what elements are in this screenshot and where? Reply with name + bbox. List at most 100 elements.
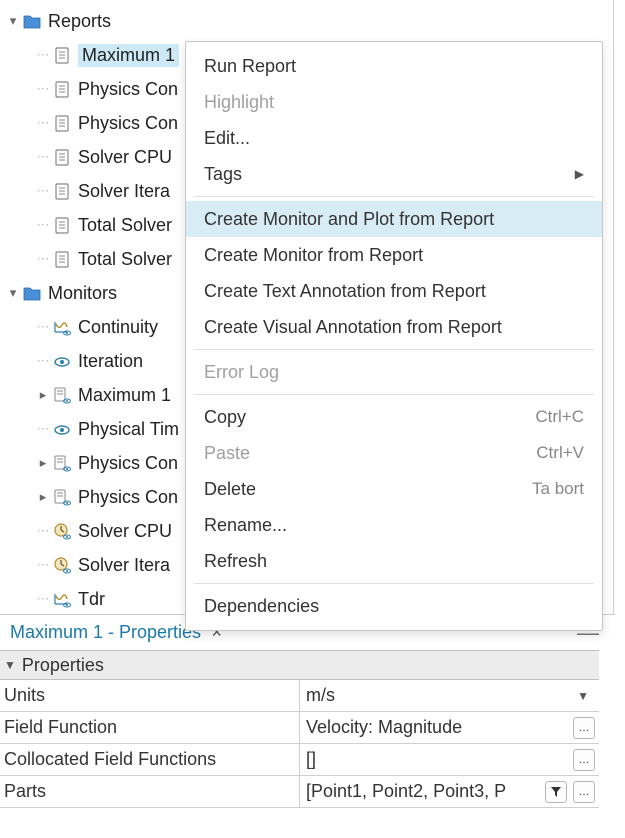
expander-icon[interactable]: ▸ [36, 455, 50, 471]
tree-branch: ⋯ [36, 421, 50, 437]
tree-branch: ⋯ [36, 251, 50, 267]
properties-grid: Units m/s▼ Field Function Velocity: Magn… [0, 680, 599, 808]
property-value[interactable]: m/s▼ [300, 680, 599, 711]
menu-shortcut: Ctrl+C [535, 407, 584, 427]
report-mon-icon [52, 453, 72, 473]
properties-group-header[interactable]: ▼ Properties [0, 650, 599, 680]
property-value[interactable]: Velocity: Magnitude… [300, 712, 599, 743]
clock-mon-icon [52, 521, 72, 541]
menu-item[interactable]: Tags ▶ [186, 156, 602, 192]
menu-item[interactable]: Refresh [186, 543, 602, 579]
clock-mon-icon [52, 555, 72, 575]
tree-branch: ⋯ [36, 591, 50, 607]
expander-icon[interactable]: ▾ [6, 285, 20, 301]
property-row: Collocated Field Functions []… [0, 744, 599, 776]
menu-item-label: Paste [204, 443, 250, 464]
tree-branch: ⋯ [36, 183, 50, 199]
menu-item-label: Create Visual Annotation from Report [204, 317, 502, 338]
residual-icon [52, 317, 72, 337]
menu-item-label: Highlight [204, 92, 274, 113]
menu-item: Paste Ctrl+V [186, 435, 602, 471]
menu-item-label: Rename... [204, 515, 287, 536]
menu-item[interactable]: Create Visual Annotation from Report [186, 309, 602, 345]
tree-item-label: Physics Con [78, 453, 178, 474]
menu-separator [194, 394, 594, 395]
menu-item[interactable]: Copy Ctrl+C [186, 399, 602, 435]
tree-item-label: Solver Itera [78, 555, 170, 576]
folder-icon [22, 283, 42, 303]
property-label: Parts [0, 776, 300, 807]
menu-item-label: Delete [204, 479, 256, 500]
menu-item-label: Create Text Annotation from Report [204, 281, 486, 302]
dropdown-arrow-icon[interactable]: ▼ [577, 689, 589, 703]
filter-button[interactable] [545, 781, 567, 803]
ellipsis-button[interactable]: … [573, 717, 595, 739]
menu-item-label: Tags [204, 164, 242, 185]
menu-separator [194, 583, 594, 584]
tree-label: Reports [48, 11, 111, 32]
report-icon [52, 181, 72, 201]
tree-item-label: Total Solver [78, 249, 172, 270]
tree-item-label: Maximum 1 [78, 385, 171, 406]
expander-icon[interactable]: ▾ [6, 13, 20, 29]
tree-item-label: Solver Itera [78, 181, 170, 202]
report-icon [52, 147, 72, 167]
submenu-arrow-icon: ▶ [575, 167, 584, 181]
expander-icon[interactable]: ▸ [36, 489, 50, 505]
menu-separator [194, 196, 594, 197]
tree-item-label: Physics Con [78, 487, 178, 508]
menu-item[interactable]: Delete Ta bort [186, 471, 602, 507]
menu-item-label: Edit... [204, 128, 250, 149]
report-icon [52, 79, 72, 99]
menu-item-label: Run Report [204, 56, 296, 77]
menu-item[interactable]: Dependencies [186, 588, 602, 624]
ellipsis-button[interactable]: … [573, 749, 595, 771]
tree-branch: ⋯ [36, 217, 50, 233]
menu-separator [194, 349, 594, 350]
folder-icon [22, 11, 42, 31]
report-icon [52, 249, 72, 269]
menu-item-label: Dependencies [204, 596, 319, 617]
menu-shortcut: Ctrl+V [536, 443, 584, 463]
ellipsis-button[interactable]: … [573, 781, 595, 803]
tree-item-label: Solver CPU [78, 147, 172, 168]
tree-branch: ⋯ [36, 81, 50, 97]
menu-item-label: Copy [204, 407, 246, 428]
tree-node-reports[interactable]: ▾ Reports [0, 4, 613, 38]
property-value[interactable]: [Point1, Point2, Point3, P… [300, 776, 599, 807]
menu-item-label: Create Monitor and Plot from Report [204, 209, 494, 230]
tree-branch: ⋯ [36, 149, 50, 165]
menu-item[interactable]: Rename... [186, 507, 602, 543]
report-mon-icon [52, 385, 72, 405]
property-row: Units m/s▼ [0, 680, 599, 712]
report-icon [52, 45, 72, 65]
tree-branch: ⋯ [36, 523, 50, 539]
menu-item[interactable]: Create Text Annotation from Report [186, 273, 602, 309]
menu-item[interactable]: Run Report [186, 48, 602, 84]
menu-item: Error Log [186, 354, 602, 390]
property-row: Parts [Point1, Point2, Point3, P… [0, 776, 599, 808]
tree-item-label: Tdr [78, 589, 105, 610]
menu-item[interactable]: Create Monitor from Report [186, 237, 602, 273]
expander-icon[interactable]: ▸ [36, 387, 50, 403]
tree-branch: ⋯ [36, 47, 50, 63]
properties-header-label: Properties [22, 655, 104, 676]
eye-icon [52, 351, 72, 371]
tree-branch: ⋯ [36, 353, 50, 369]
report-icon [52, 113, 72, 133]
property-label: Units [0, 680, 300, 711]
chevron-down-icon: ▼ [4, 658, 16, 672]
tree-item-label: Iteration [78, 351, 143, 372]
report-mon-icon [52, 487, 72, 507]
property-value[interactable]: []… [300, 744, 599, 775]
menu-item-label: Error Log [204, 362, 279, 383]
tree-label: Monitors [48, 283, 117, 304]
menu-shortcut: Ta bort [532, 479, 584, 499]
tree-branch: ⋯ [36, 115, 50, 131]
menu-item[interactable]: Create Monitor and Plot from Report [186, 201, 602, 237]
tree-item-label: Maximum 1 [78, 44, 179, 67]
property-row: Field Function Velocity: Magnitude… [0, 712, 599, 744]
menu-item[interactable]: Edit... [186, 120, 602, 156]
menu-item: Highlight [186, 84, 602, 120]
tree-branch: ⋯ [36, 557, 50, 573]
